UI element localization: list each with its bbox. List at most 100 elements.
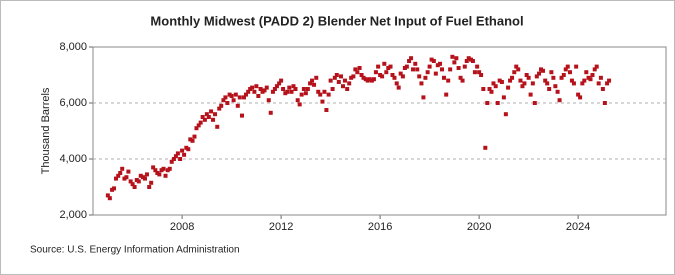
data-point xyxy=(602,101,607,105)
data-point xyxy=(367,77,372,82)
data-point xyxy=(211,117,216,122)
data-point xyxy=(217,106,222,111)
data-point xyxy=(196,123,201,128)
data-point xyxy=(446,78,451,83)
data-point xyxy=(565,64,570,69)
data-point xyxy=(345,87,350,91)
data-point xyxy=(392,75,397,80)
data-point xyxy=(508,78,513,83)
data-point xyxy=(380,74,385,79)
data-point xyxy=(200,115,205,119)
data-point xyxy=(444,92,449,97)
data-point xyxy=(588,77,593,82)
data-point xyxy=(324,108,329,112)
data-point xyxy=(347,81,352,86)
data-point xyxy=(503,112,508,117)
data-point xyxy=(182,152,187,157)
data-point xyxy=(240,113,245,118)
data-point xyxy=(204,112,209,117)
data-point xyxy=(371,77,376,82)
data-point xyxy=(495,101,500,105)
data-point xyxy=(258,87,263,91)
data-point xyxy=(373,70,378,75)
data-point xyxy=(439,67,444,72)
data-point xyxy=(487,87,492,91)
data-point xyxy=(551,75,556,80)
data-point xyxy=(297,102,302,107)
data-point xyxy=(489,89,494,94)
data-point xyxy=(231,98,236,103)
data-point xyxy=(235,103,240,108)
data-point xyxy=(475,64,480,69)
data-point xyxy=(578,95,583,100)
data-point xyxy=(149,180,154,185)
data-point xyxy=(215,124,220,129)
data-point xyxy=(281,87,286,91)
data-point xyxy=(561,73,566,77)
data-point xyxy=(501,95,506,100)
data-point xyxy=(394,81,399,86)
data-point xyxy=(332,75,337,80)
data-point xyxy=(342,78,347,83)
data-point xyxy=(499,80,504,84)
data-point xyxy=(464,59,469,63)
data-point xyxy=(209,109,214,114)
data-point xyxy=(221,98,226,103)
data-point xyxy=(458,75,463,80)
data-point xyxy=(559,75,564,80)
data-point xyxy=(206,115,211,119)
data-point xyxy=(175,151,180,156)
data-point xyxy=(171,157,176,161)
data-point xyxy=(285,89,290,94)
data-point xyxy=(512,70,517,75)
data-point xyxy=(272,87,277,91)
plot-frame xyxy=(92,46,667,216)
data-point xyxy=(190,138,195,143)
data-point xyxy=(421,95,426,100)
data-point xyxy=(388,64,393,69)
data-point xyxy=(151,165,156,170)
data-point xyxy=(339,74,344,79)
data-point xyxy=(386,66,391,70)
data-point xyxy=(118,171,123,175)
data-point xyxy=(126,169,131,174)
data-point xyxy=(316,89,321,94)
x-tick-label: 2016 xyxy=(368,221,392,233)
data-point xyxy=(479,73,484,77)
data-point xyxy=(543,78,548,83)
data-point xyxy=(274,84,279,89)
data-point xyxy=(243,92,248,97)
data-point xyxy=(567,70,572,75)
data-point xyxy=(600,87,605,91)
data-point xyxy=(116,173,121,178)
data-point xyxy=(553,84,558,89)
data-point xyxy=(400,74,405,79)
data-point xyxy=(532,101,537,105)
data-point xyxy=(246,89,251,94)
data-point xyxy=(237,95,242,100)
data-point xyxy=(411,67,416,72)
data-point xyxy=(349,75,354,80)
data-point xyxy=(510,75,515,80)
data-point xyxy=(454,56,459,61)
y-axis-label: Thousand Barrels xyxy=(40,87,52,174)
data-point xyxy=(580,81,585,86)
data-point xyxy=(452,60,457,65)
data-point xyxy=(506,85,511,90)
data-point xyxy=(547,87,552,91)
data-point xyxy=(178,157,183,161)
data-point xyxy=(198,120,203,125)
data-point xyxy=(470,59,475,63)
data-point xyxy=(180,148,185,153)
data-point xyxy=(303,91,308,96)
data-point xyxy=(491,81,496,86)
data-point xyxy=(594,64,599,69)
data-point xyxy=(186,147,191,152)
data-point xyxy=(481,87,486,91)
data-point xyxy=(254,84,259,89)
data-point xyxy=(136,179,141,184)
y-tick-label: 6,000 xyxy=(59,97,87,109)
data-point xyxy=(427,64,432,69)
data-point xyxy=(314,75,319,80)
